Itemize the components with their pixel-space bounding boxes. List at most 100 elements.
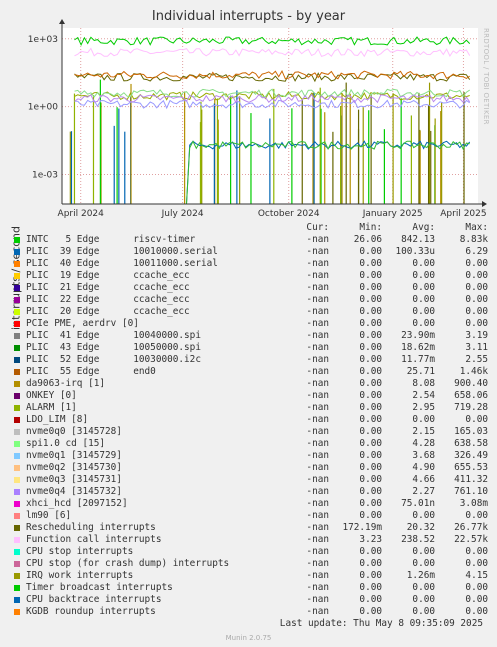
- legend-min: 0.00: [359, 438, 382, 449]
- legend-row: PLIC 39 Edge 10010000.serial -nan 0.00 100.…: [12, 246, 488, 258]
- x-axis-arrow: [482, 201, 487, 207]
- legend-max: 0.00: [465, 546, 488, 557]
- legend-swatch: [14, 525, 20, 531]
- x-tick-label: April 2025: [440, 209, 486, 219]
- legend-cur: -nan: [306, 294, 329, 305]
- legend-name: LDO_LIM [8]: [26, 414, 89, 425]
- legend-swatch: [14, 285, 20, 291]
- y-axis-arrow: [59, 19, 65, 24]
- legend-cur: -nan: [306, 558, 329, 569]
- legend-cur: -nan: [306, 282, 329, 293]
- legend-swatch: [14, 417, 20, 423]
- legend-cur: -nan: [306, 342, 329, 353]
- legend-cur: -nan: [306, 426, 329, 437]
- legend-min: 26.06: [353, 234, 382, 245]
- header-min: Min:: [359, 222, 382, 233]
- legend-swatch: [14, 357, 20, 363]
- legend-swatch: [14, 561, 20, 567]
- legend-max: 900.40: [454, 378, 488, 389]
- legend-avg: 0.00: [412, 582, 435, 593]
- legend-swatch: [14, 321, 20, 327]
- legend-min: 0.00: [359, 246, 382, 257]
- legend-cur: -nan: [306, 474, 329, 485]
- x-tick-label: October 2024: [258, 209, 320, 219]
- legend-min: 0.00: [359, 570, 382, 581]
- legend-swatch: [14, 345, 20, 351]
- legend-swatch: [14, 549, 20, 555]
- legend-swatch: [14, 537, 20, 543]
- legend-cur: -nan: [306, 522, 329, 533]
- legend-avg: 0.00: [412, 318, 435, 329]
- legend-name: nvme0q1 [3145729]: [26, 450, 122, 461]
- legend-min: 0.00: [359, 282, 382, 293]
- legend-name: ONKEY [0]: [26, 390, 77, 401]
- legend-max: 0.00: [465, 414, 488, 425]
- legend-name: ALARM [1]: [26, 402, 77, 413]
- legend-cur: -nan: [306, 534, 329, 545]
- legend-min: 0.00: [359, 366, 382, 377]
- legend-avg: 4.90: [412, 462, 435, 473]
- legend-avg: 0.00: [412, 282, 435, 293]
- legend-max: 655.53: [454, 462, 488, 473]
- legend-avg: 0.00: [412, 510, 435, 521]
- legend-cur: -nan: [306, 330, 329, 341]
- legend-max: 0.00: [465, 582, 488, 593]
- legend-row: INTC 5 Edge riscv-timer -nan 26.06 842.13 8.…: [12, 234, 488, 246]
- legend-cur: -nan: [306, 354, 329, 365]
- legend-cur: -nan: [306, 318, 329, 329]
- header-avg: Avg:: [412, 222, 435, 233]
- legend-row: CPU backtrace interrupts -nan 0.00 0.00 0.00: [12, 594, 488, 606]
- legend-avg: 4.28: [412, 438, 435, 449]
- series-line: [74, 88, 470, 99]
- legend-row: nvme0q1 [3145729] -nan 0.00 3.68 326.49: [12, 450, 488, 462]
- legend-max: 6.29: [465, 246, 488, 257]
- legend-max: 0.00: [465, 306, 488, 317]
- legend-row: Rescheduling interrupts -nan 172.19m 20.32 2…: [12, 522, 488, 534]
- legend-max: 26.77k: [454, 522, 488, 533]
- header-cur: Cur:: [306, 222, 329, 233]
- legend-name: INTC 5 Edge riscv-timer: [26, 234, 196, 245]
- legend-row: PLIC 19 Edge ccache_ecc -nan 0.00 0.00 0.00: [12, 270, 488, 282]
- legend-swatch: [14, 333, 20, 339]
- legend-avg: 23.90m: [401, 330, 435, 341]
- legend-name: Function call interrupts: [26, 534, 162, 545]
- legend-min: 0.00: [359, 594, 382, 605]
- y-tick-label: 1e-03: [32, 171, 58, 181]
- legend-name: PLIC 40 Edge 10011000.serial: [26, 258, 218, 269]
- legend-max: 8.83k: [459, 234, 488, 245]
- legend-avg: 0.00: [412, 546, 435, 557]
- legend-min: 0.00: [359, 378, 382, 389]
- legend-avg: 18.62m: [401, 342, 435, 353]
- legend-avg: 842.13: [401, 234, 435, 245]
- legend-avg: 0.00: [412, 270, 435, 281]
- x-tick-label: July 2024: [161, 209, 204, 219]
- legend-max: 411.32: [454, 474, 488, 485]
- legend-cur: -nan: [306, 270, 329, 281]
- legend-cur: -nan: [306, 306, 329, 317]
- legend-max: 4.15: [465, 570, 488, 581]
- legend-row: CPU stop interrupts -nan 0.00 0.00 0.00: [12, 546, 488, 558]
- legend-cur: -nan: [306, 462, 329, 473]
- legend-swatch: [14, 237, 20, 243]
- legend-row: lm90 [6] -nan 0.00 0.00 0.00: [12, 510, 488, 522]
- legend-max: 165.03: [454, 426, 488, 437]
- legend-cur: -nan: [306, 606, 329, 617]
- legend-name: da9063-irq [1]: [26, 378, 106, 389]
- legend-swatch: [14, 585, 20, 591]
- series-line: [74, 93, 471, 104]
- legend-name: PLIC 39 Edge 10010000.serial: [26, 246, 218, 257]
- legend-header: Cur: Min: Avg: Max:: [12, 222, 488, 234]
- legend-row: PLIC 52 Edge 10030000.i2c -nan 0.00 11.77m 2…: [12, 354, 488, 366]
- legend-avg: 0.00: [412, 606, 435, 617]
- legend-min: 0.00: [359, 606, 382, 617]
- series-line: [74, 70, 470, 80]
- legend-swatch: [14, 465, 20, 471]
- legend-name: nvme0q2 [3145730]: [26, 462, 122, 473]
- legend-min: 172.19m: [342, 522, 382, 533]
- legend-name: PLIC 52 Edge 10030000.i2c: [26, 354, 201, 365]
- legend-cur: -nan: [306, 390, 329, 401]
- legend-min: 0.00: [359, 414, 382, 425]
- legend-avg: 75.01n: [401, 498, 435, 509]
- legend-min: 0.00: [359, 426, 382, 437]
- legend-cur: -nan: [306, 414, 329, 425]
